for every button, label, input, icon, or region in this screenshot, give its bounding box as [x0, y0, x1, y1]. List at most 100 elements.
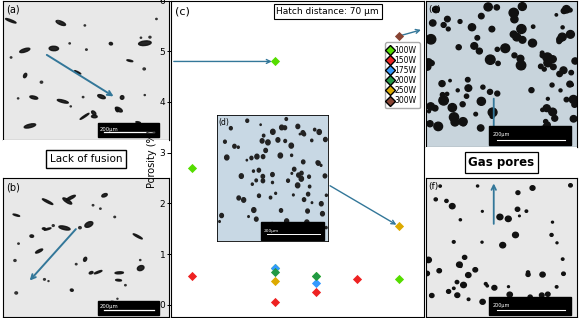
Circle shape — [452, 241, 455, 243]
Circle shape — [441, 23, 446, 27]
Circle shape — [557, 71, 563, 77]
Circle shape — [517, 24, 526, 33]
Ellipse shape — [92, 111, 96, 115]
Text: Gas pores: Gas pores — [468, 156, 534, 169]
Circle shape — [545, 122, 550, 128]
Point — [394, 224, 404, 229]
Point — [394, 34, 404, 39]
Circle shape — [448, 104, 456, 112]
Ellipse shape — [75, 71, 81, 74]
Text: (e): (e) — [429, 5, 441, 14]
Circle shape — [563, 6, 570, 13]
Circle shape — [140, 259, 141, 260]
Circle shape — [100, 208, 101, 209]
Text: (f): (f) — [429, 182, 439, 191]
Text: 200μm: 200μm — [492, 132, 510, 137]
Ellipse shape — [92, 115, 97, 118]
Circle shape — [555, 286, 558, 288]
Ellipse shape — [80, 114, 89, 119]
Circle shape — [476, 48, 483, 54]
Circle shape — [69, 43, 70, 44]
Ellipse shape — [30, 235, 34, 237]
Ellipse shape — [57, 100, 68, 103]
Ellipse shape — [20, 48, 30, 52]
Circle shape — [516, 191, 520, 195]
Circle shape — [461, 121, 466, 126]
Circle shape — [549, 108, 557, 116]
Circle shape — [449, 80, 451, 82]
Ellipse shape — [13, 214, 20, 216]
Ellipse shape — [35, 249, 42, 253]
Point — [353, 277, 362, 282]
Ellipse shape — [98, 95, 105, 99]
Circle shape — [70, 106, 71, 107]
Circle shape — [517, 55, 524, 62]
Circle shape — [467, 298, 470, 301]
Circle shape — [477, 185, 478, 187]
Circle shape — [455, 280, 459, 284]
Circle shape — [550, 233, 553, 236]
Circle shape — [528, 39, 536, 47]
Circle shape — [541, 51, 544, 55]
Circle shape — [509, 8, 519, 17]
Circle shape — [139, 131, 140, 133]
Circle shape — [559, 33, 566, 41]
Circle shape — [143, 68, 146, 70]
Ellipse shape — [136, 121, 140, 123]
Point — [270, 266, 279, 271]
Circle shape — [543, 120, 548, 123]
Circle shape — [434, 122, 443, 131]
Circle shape — [494, 5, 499, 10]
Circle shape — [474, 112, 477, 116]
Circle shape — [568, 8, 572, 12]
Circle shape — [519, 3, 526, 10]
Bar — [97, 123, 159, 137]
Circle shape — [424, 63, 431, 70]
Circle shape — [495, 91, 500, 96]
Ellipse shape — [42, 199, 53, 204]
Circle shape — [563, 9, 566, 11]
Circle shape — [540, 53, 545, 58]
Ellipse shape — [137, 266, 144, 271]
Circle shape — [437, 269, 441, 273]
Circle shape — [567, 81, 573, 87]
Circle shape — [427, 103, 434, 110]
Circle shape — [561, 258, 564, 260]
Text: 200μm: 200μm — [100, 304, 119, 309]
Circle shape — [555, 14, 557, 16]
Circle shape — [480, 299, 485, 304]
Circle shape — [477, 125, 484, 131]
Circle shape — [15, 292, 17, 294]
Circle shape — [82, 96, 84, 98]
Circle shape — [561, 272, 566, 275]
Circle shape — [516, 61, 525, 70]
Circle shape — [550, 83, 554, 87]
Circle shape — [156, 18, 157, 19]
Circle shape — [57, 21, 59, 22]
Circle shape — [17, 98, 19, 99]
Circle shape — [541, 108, 544, 112]
Circle shape — [469, 24, 476, 31]
Circle shape — [517, 25, 524, 31]
Point — [187, 273, 197, 278]
Ellipse shape — [115, 272, 124, 274]
Ellipse shape — [59, 226, 70, 230]
Circle shape — [473, 268, 477, 272]
Circle shape — [444, 16, 450, 22]
Y-axis label: Porosity (%): Porosity (%) — [147, 130, 157, 188]
Ellipse shape — [115, 280, 121, 281]
Circle shape — [567, 31, 574, 38]
Point — [270, 59, 279, 64]
Text: Hatch distance: 70 μm: Hatch distance: 70 μm — [276, 7, 379, 16]
Point — [311, 281, 321, 286]
Circle shape — [452, 287, 455, 289]
Ellipse shape — [84, 257, 87, 261]
Circle shape — [466, 273, 471, 278]
Circle shape — [425, 59, 432, 66]
Circle shape — [525, 210, 528, 212]
Circle shape — [561, 26, 564, 29]
Circle shape — [144, 94, 146, 95]
Circle shape — [459, 118, 467, 126]
Circle shape — [459, 219, 462, 221]
Bar — [489, 297, 571, 315]
